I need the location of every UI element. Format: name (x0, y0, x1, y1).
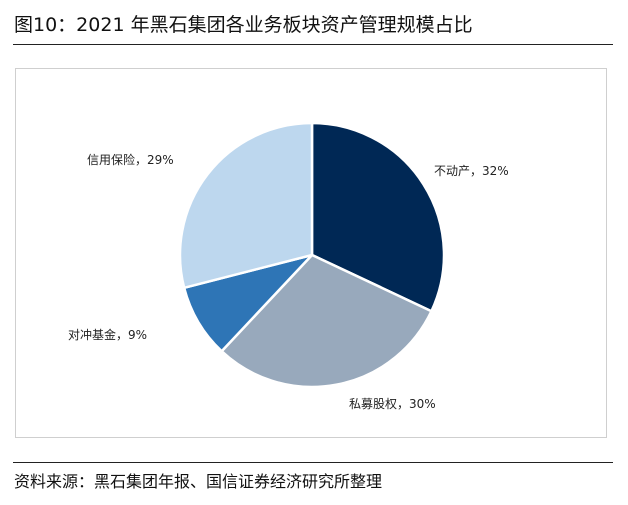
title-rule (13, 44, 613, 45)
source-note: 资料来源：黑石集团年报、国信证券经济研究所整理 (14, 472, 383, 491)
pie-label-2: 私募股权，30% (349, 397, 436, 411)
source-rule (13, 462, 613, 463)
pie-label-4: 信用保险，29% (87, 152, 174, 167)
figure-title: 图10：2021 年黑石集团各业务板块资产管理规模占比 (14, 14, 473, 36)
pie-label-3: 对冲基金，9% (68, 327, 147, 342)
pie-slice-2 (220, 253, 433, 389)
chart-frame: 不动产，32% 私募股权，30% 对冲基金，9% 信用保险，29% (15, 68, 607, 438)
pie-slice-1 (310, 121, 446, 313)
pie-label-1: 不动产，32% (434, 164, 509, 178)
pie-labels: 不动产，32% 私募股权，30% 对冲基金，9% 信用保险，29% (68, 152, 509, 411)
pie-chart: 不动产，32% 私募股权，30% 对冲基金，9% 信用保险，29% (68, 121, 509, 411)
pie-slice-4 (178, 121, 314, 290)
pie-slices (178, 121, 446, 389)
